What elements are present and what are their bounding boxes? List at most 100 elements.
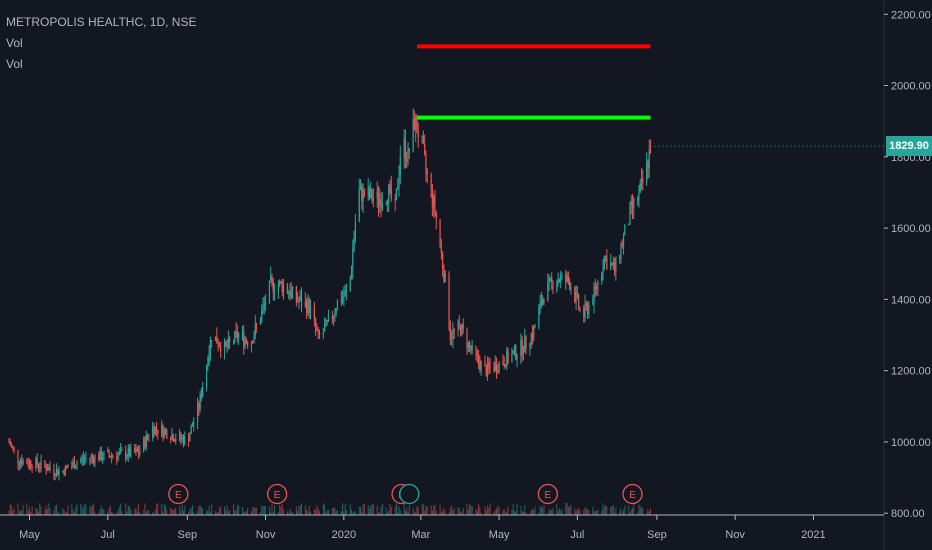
- candle-body: [135, 448, 137, 453]
- candle-body: [502, 362, 504, 364]
- volume-bar: [648, 511, 650, 515]
- candle-body: [560, 276, 562, 282]
- earnings-event-icon[interactable]: E: [622, 483, 643, 505]
- candle-body: [642, 178, 644, 183]
- x-tick-label: Jul: [570, 529, 584, 541]
- candle-body: [604, 255, 607, 257]
- candle-body: [163, 429, 165, 437]
- candle-body: [90, 456, 92, 459]
- candle-body: [372, 198, 374, 201]
- volume-bar: [188, 512, 190, 515]
- candle-body: [270, 276, 272, 281]
- volume-bar: [17, 503, 19, 515]
- horizontal-lines: [416, 44, 884, 147]
- candle-body: [578, 294, 580, 308]
- volume-bar: [548, 509, 550, 515]
- candle-body: [631, 200, 634, 209]
- candle-body: [353, 236, 355, 250]
- candle-body: [471, 345, 473, 351]
- candle-body: [331, 316, 333, 319]
- candle-body: [583, 308, 585, 318]
- volume-bar: [615, 507, 617, 515]
- volume-bar: [247, 508, 249, 515]
- candle-body: [565, 273, 567, 282]
- volume-bar: [308, 505, 310, 515]
- volume-bar: [252, 507, 254, 515]
- y-tick-label: 1400.00: [891, 294, 931, 306]
- earnings-event-icon[interactable]: E: [537, 483, 558, 505]
- volume-bar: [325, 512, 327, 515]
- candle-body: [381, 203, 383, 209]
- volume-bar: [199, 505, 201, 515]
- volume-bar: [143, 510, 145, 515]
- volume-bar: [265, 505, 267, 515]
- volume-bar: [54, 506, 56, 515]
- dividend-event-icon[interactable]: [399, 483, 420, 505]
- candle-body: [341, 297, 344, 302]
- candle-body: [539, 301, 541, 309]
- volume-bar: [22, 505, 24, 515]
- volume-bar: [292, 512, 294, 515]
- volume-bar: [630, 509, 632, 515]
- candle-body: [415, 117, 417, 130]
- candle-body: [253, 335, 255, 343]
- volume-bar: [12, 510, 14, 515]
- candle-body: [264, 302, 267, 304]
- candle-body: [112, 455, 114, 457]
- candle-body: [336, 300, 339, 311]
- volume-indicator-label-1[interactable]: Vol: [6, 36, 23, 50]
- volume-bar: [120, 503, 122, 515]
- candle-body: [80, 459, 82, 463]
- candle-body: [548, 277, 550, 282]
- candle-body: [154, 426, 156, 435]
- volume-bar: [21, 510, 23, 515]
- candle-body: [484, 361, 486, 367]
- volume-bar: [256, 507, 258, 515]
- candle-body: [280, 280, 282, 283]
- candle-body: [324, 325, 326, 332]
- volume-bar: [506, 510, 508, 515]
- candle-body: [596, 288, 598, 290]
- candle-body: [543, 298, 545, 301]
- candle-body: [549, 277, 552, 279]
- candle-body: [417, 133, 419, 138]
- volume-bar: [430, 505, 432, 515]
- candle-body: [103, 451, 105, 459]
- volume-bar: [390, 507, 392, 515]
- candle-body: [17, 450, 19, 464]
- volume-bar: [493, 511, 495, 515]
- candle-body: [19, 461, 22, 465]
- candle-body: [63, 470, 65, 475]
- volume-bar: [361, 511, 363, 515]
- volume-bar: [244, 511, 246, 515]
- candle-body: [307, 299, 309, 314]
- volume-bar: [533, 509, 535, 515]
- candle-body: [649, 149, 652, 154]
- candle-body: [449, 328, 451, 341]
- candle-body: [538, 308, 540, 327]
- volume-bar: [229, 509, 231, 515]
- volume-bar: [576, 509, 578, 515]
- earnings-event-icon[interactable]: E: [168, 483, 189, 505]
- volume-bar: [254, 507, 256, 515]
- volume-bar: [403, 503, 405, 515]
- candle-body: [515, 345, 517, 360]
- volume-bar: [111, 511, 113, 515]
- volume-bar: [48, 503, 50, 515]
- volume-bar: [259, 511, 261, 515]
- volume-indicator-label-2[interactable]: Vol: [6, 57, 23, 71]
- earnings-event-icon[interactable]: E: [266, 483, 288, 505]
- volume-bar: [107, 511, 109, 515]
- volume-bar: [623, 509, 625, 515]
- candle-body: [36, 458, 38, 465]
- volume-bar: [398, 506, 400, 515]
- symbol-title[interactable]: METROPOLIS HEALTHC, 1D, NSE: [6, 15, 197, 29]
- volume-bar: [181, 504, 183, 515]
- volume-bar: [574, 508, 576, 515]
- volume-bar: [442, 510, 444, 515]
- volume-bar: [579, 510, 581, 515]
- volume-bar: [127, 505, 129, 515]
- volume-bar: [480, 512, 482, 515]
- volume-bar: [270, 512, 272, 515]
